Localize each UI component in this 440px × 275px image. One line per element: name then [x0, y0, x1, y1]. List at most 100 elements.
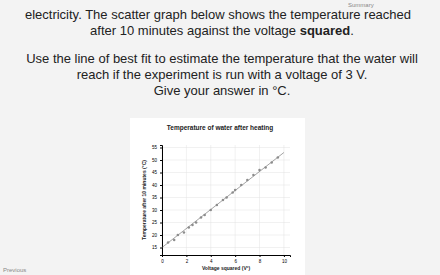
x-tick: 4 — [210, 255, 213, 264]
point — [231, 191, 234, 194]
y-tick: 40 — [152, 183, 162, 188]
tick-label: 30 — [152, 208, 158, 213]
point — [173, 239, 176, 242]
y-axis-title: Temperature after 10 minutes (°C) — [141, 160, 147, 240]
tick-mark — [186, 255, 187, 257]
tick-label: 55 — [152, 145, 158, 150]
tick-label: 35 — [152, 195, 158, 200]
tick-label: 2 — [186, 259, 189, 264]
point — [270, 161, 273, 164]
chart-background — [130, 118, 305, 275]
tick-label: 50 — [152, 158, 158, 163]
point — [258, 169, 261, 172]
question-text: Give your answer in °C. — [154, 83, 291, 98]
point — [252, 174, 255, 177]
x-tick: 10 — [282, 255, 288, 264]
point — [246, 179, 249, 182]
grid-line — [259, 145, 260, 255]
tick-label: 15 — [152, 245, 158, 250]
question-text: reach if the experiment is run with a vo… — [77, 67, 368, 82]
tick-label: 8 — [259, 259, 262, 264]
y-tick: 50 — [152, 158, 162, 163]
bold-text: squared — [300, 23, 351, 38]
chart-title: Temperature of water after heating — [167, 124, 273, 132]
grid-line — [162, 235, 290, 236]
tick-label: 4 — [210, 259, 213, 264]
grid-line — [162, 210, 290, 211]
tick-mark — [260, 255, 261, 257]
tick-label: 45 — [152, 170, 158, 175]
tick-mark — [160, 198, 162, 199]
tick-mark — [211, 255, 212, 257]
grid-line — [283, 145, 284, 255]
x-axis: 0 2 4 6 8 10 — [161, 255, 290, 264]
x-tick: 2 — [186, 255, 189, 264]
tick-mark — [160, 160, 162, 161]
tick-mark — [284, 255, 285, 257]
x-tick: 6 — [234, 255, 237, 264]
point — [216, 204, 219, 207]
text-part: . — [350, 23, 354, 38]
grid-line — [162, 185, 290, 186]
tick-mark — [160, 185, 162, 186]
point — [177, 234, 180, 237]
tick-label: 10 — [282, 259, 288, 264]
grid — [162, 145, 290, 255]
tick-mark — [160, 223, 162, 224]
point — [200, 216, 203, 219]
axis-line — [160, 146, 163, 256]
grid-line — [162, 197, 290, 198]
point — [277, 156, 280, 159]
question-text: Use the line of best fit to estimate the… — [26, 51, 418, 66]
tick-mark — [235, 255, 236, 257]
point — [167, 241, 170, 244]
tick-label: 40 — [152, 183, 158, 188]
grid-line — [162, 172, 290, 173]
point — [203, 214, 206, 217]
tick-mark — [160, 148, 162, 149]
y-tick: 25 — [152, 220, 162, 225]
point — [225, 196, 228, 199]
point — [191, 224, 194, 227]
fit-line — [162, 153, 284, 248]
point — [240, 184, 243, 187]
grid-line — [162, 160, 290, 161]
grid-line — [162, 247, 290, 248]
x-tick: 8 — [259, 255, 262, 264]
y-tick: 35 — [152, 195, 162, 200]
tick-label: 0 — [161, 259, 164, 264]
text-part: after 10 minutes against the voltage — [90, 23, 300, 38]
grid-line — [186, 145, 187, 255]
y-axis: 15 20 25 30 35 40 45 50 55 — [152, 145, 163, 255]
tick-label: 6 — [234, 259, 237, 264]
x-tick: 0 — [161, 255, 164, 264]
tick-mark — [160, 173, 162, 174]
question-text: after 10 minutes against the voltage squ… — [90, 23, 354, 38]
grid-line — [210, 145, 211, 255]
page: SummaryPreviouselectricity. The scatter … — [0, 0, 440, 275]
grid-line — [162, 222, 290, 223]
x-axis-title: Voltage squared (V²) — [202, 265, 251, 271]
axis-line — [163, 256, 291, 258]
point — [234, 189, 237, 192]
y-tick: 30 — [152, 208, 162, 213]
question-text: electricity. The scatter graph below sho… — [25, 7, 411, 22]
point — [222, 199, 225, 202]
y-tick: 20 — [152, 233, 162, 238]
grid-line — [235, 145, 236, 255]
y-tick: 55 — [152, 145, 162, 150]
y-tick: 15 — [152, 245, 162, 250]
tick-label: 25 — [152, 220, 158, 225]
tick-mark — [160, 235, 162, 236]
point — [209, 209, 212, 212]
tick-mark — [160, 248, 162, 249]
previous-link[interactable]: Previous — [3, 267, 26, 273]
point — [183, 231, 186, 234]
tick-mark — [160, 210, 162, 211]
y-tick: 45 — [152, 170, 162, 175]
tick-label: 20 — [152, 233, 158, 238]
point — [264, 166, 267, 169]
plot-area — [162, 153, 284, 248]
grid-line — [162, 147, 290, 148]
point — [188, 226, 191, 229]
